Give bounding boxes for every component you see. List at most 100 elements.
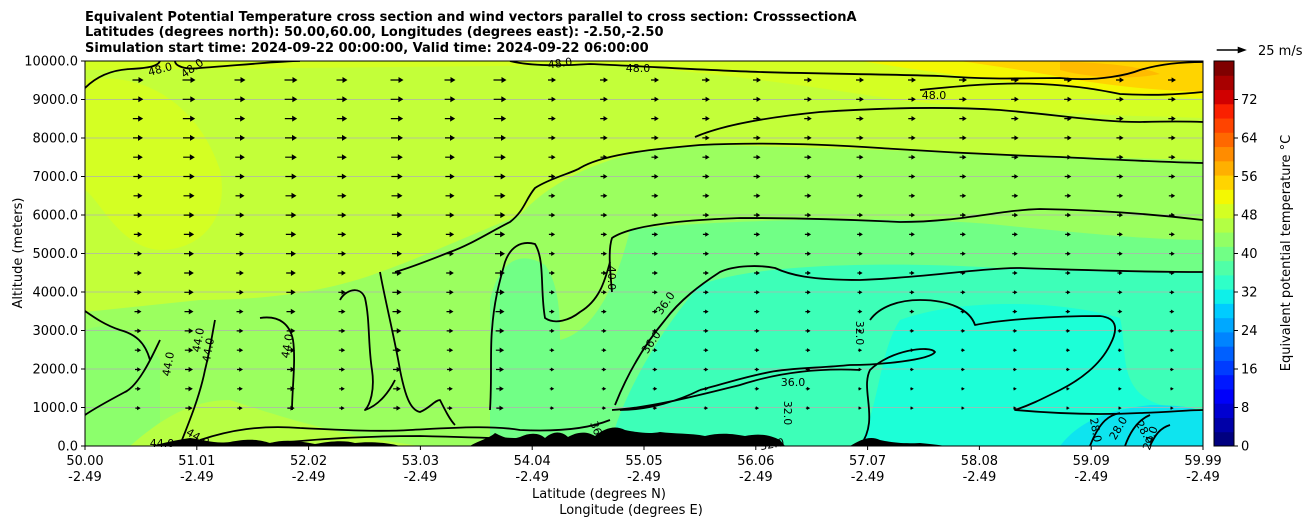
wind-vector	[1170, 367, 1174, 372]
wind-vector	[1065, 328, 1071, 333]
wind-vector	[1117, 309, 1123, 314]
wind-vector	[337, 154, 347, 161]
wind-vector	[286, 308, 296, 315]
wind-vector	[549, 406, 555, 411]
contour-32-loop	[699, 348, 936, 446]
wind-vector	[1170, 406, 1174, 410]
x-axis-label-2: Longitude (degrees E)	[559, 503, 703, 518]
wind-vector	[338, 270, 346, 276]
wind-vector	[702, 96, 710, 102]
wind-vector	[702, 77, 710, 83]
wind-vector	[909, 348, 915, 353]
wind-vector	[753, 116, 761, 122]
wind-vector	[1116, 193, 1124, 199]
wind-vector	[336, 96, 348, 103]
wind-vector	[960, 270, 966, 276]
wind-vector	[1065, 270, 1071, 276]
colorbar-segment	[1214, 146, 1234, 162]
contour-48-second	[694, 106, 1203, 138]
wind-vector	[182, 115, 196, 122]
wind-vector	[908, 174, 916, 179]
x-axis: 50.00-2.4951.01-2.4952.02-2.4953.03-2.49…	[66, 446, 1222, 485]
wind-vector	[133, 154, 143, 161]
y-tick-label: 2000.0	[33, 363, 79, 378]
wind-vector	[908, 116, 916, 122]
wind-vector	[338, 328, 346, 334]
y-tick-label: 5000.0	[33, 247, 79, 262]
title-line-2: Latitudes (degrees north): 50.00,60.00, …	[85, 25, 664, 40]
wind-vector	[754, 270, 760, 276]
field-band-28	[860, 304, 1203, 446]
colorbar-segment	[1214, 132, 1234, 148]
colorbar-tick-label: 40	[1241, 247, 1258, 262]
wind-vector	[703, 309, 709, 314]
wind-vector	[908, 135, 916, 141]
y-tick-label: 6000.0	[33, 209, 79, 224]
wind-vector	[1064, 193, 1072, 199]
contour-48-top-mid	[509, 61, 1203, 80]
wind-vector	[1168, 212, 1176, 218]
wind-vector	[237, 386, 243, 392]
wind-vector	[600, 96, 608, 102]
wind-vector	[651, 193, 659, 199]
wind-vector	[1013, 386, 1017, 391]
wind-vector	[495, 250, 505, 257]
colorbar-segment	[1214, 61, 1234, 76]
colorbar-tick-label: 64	[1241, 132, 1258, 147]
x-tick-label-lat: 53.03	[402, 454, 439, 469]
wind-vector	[909, 251, 915, 256]
wind-vector	[183, 173, 195, 180]
wind-vector	[285, 212, 297, 219]
contour-28-b	[1124, 414, 1151, 446]
wind-vector	[548, 116, 556, 122]
wind-vector	[1116, 212, 1124, 218]
wind-vector	[1118, 367, 1122, 372]
wind-vector	[494, 134, 506, 141]
wind-vector	[493, 77, 507, 83]
wind-vector	[183, 134, 195, 141]
title-line-3: Simulation start time: 2024-09-22 00:00:…	[85, 41, 649, 56]
wind-vector	[805, 328, 811, 334]
colorbar-segment	[1214, 374, 1234, 390]
wind-vector	[961, 406, 965, 410]
wind-vector	[703, 270, 709, 276]
y-axis-label: Altitude (meters)	[11, 198, 26, 309]
wind-vector	[495, 289, 505, 296]
wind-vector	[1064, 154, 1072, 160]
wind-vector	[600, 154, 608, 160]
colorbar-tick-label: 56	[1241, 170, 1258, 185]
wind-vector	[1064, 135, 1072, 141]
wind-vector	[651, 232, 659, 237]
colorbar-tick-label: 8	[1241, 401, 1249, 416]
wind-vector	[185, 366, 193, 373]
wind-vector	[549, 309, 555, 314]
wind-vector	[1066, 406, 1070, 410]
wind-vector	[703, 367, 709, 372]
x-tick-label-lon: -2.49	[68, 470, 102, 485]
quiver-key: 25 m/s	[1216, 44, 1303, 59]
contour-label: 48.0	[547, 55, 573, 71]
x-tick-label-lat: 51.01	[178, 454, 215, 469]
wind-vector	[391, 192, 403, 199]
wind-vector	[495, 308, 505, 315]
wind-vector	[392, 250, 402, 257]
contours	[85, 61, 1203, 446]
colorbar-tick-label: 0	[1241, 440, 1249, 455]
contour-32-upper	[869, 299, 1203, 415]
wind-vector	[134, 251, 142, 257]
wind-vector	[234, 96, 246, 103]
wind-vector	[234, 115, 246, 122]
wind-vector	[856, 116, 864, 122]
wind-vector	[804, 77, 812, 83]
wind-vector	[548, 96, 556, 102]
title-line-1: Equivalent Potential Temperature cross s…	[85, 10, 857, 25]
wind-vector	[445, 192, 455, 199]
wind-vector	[856, 154, 864, 160]
wind-vector	[336, 77, 348, 83]
colorbar-segment	[1214, 175, 1234, 190]
wind-vector	[910, 367, 914, 372]
field-band-48-left	[85, 78, 222, 250]
x-tick-label-lat: 52.02	[290, 454, 327, 469]
wind-vector	[338, 289, 346, 295]
contour-label: 48.0	[922, 89, 947, 102]
